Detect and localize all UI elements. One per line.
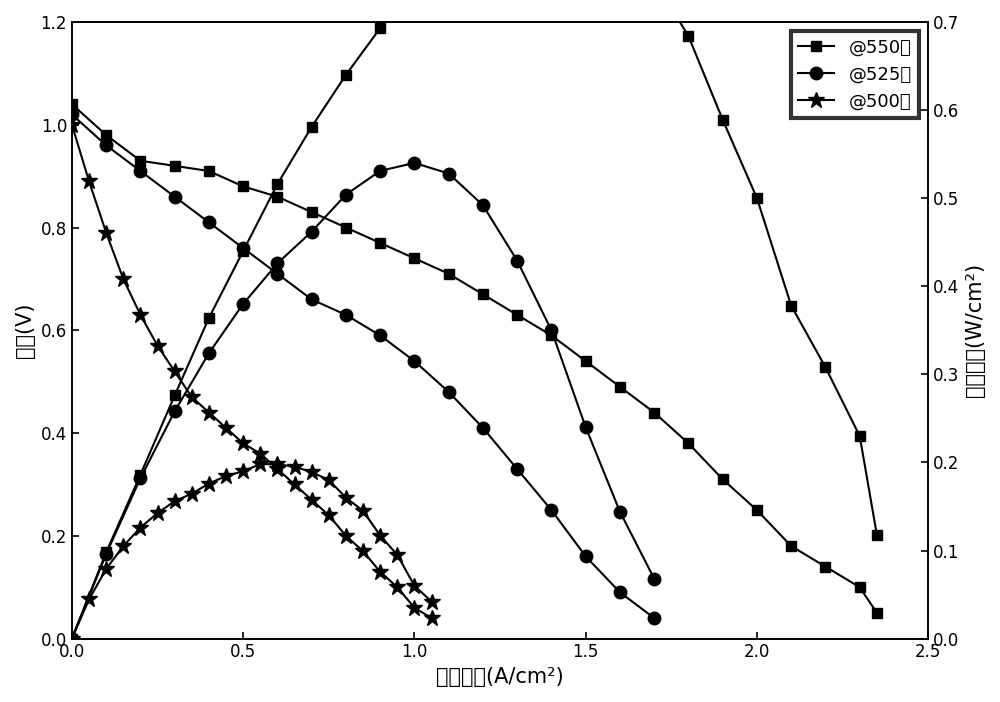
@550度 bbox=[169, 161, 181, 170]
@500度 bbox=[117, 274, 129, 283]
Line: @525度: @525度 bbox=[66, 108, 660, 624]
@550度 bbox=[237, 183, 249, 191]
@550度 bbox=[271, 192, 283, 201]
@550度 bbox=[648, 409, 660, 417]
@525度 bbox=[614, 588, 626, 597]
@550度 bbox=[785, 542, 797, 550]
@525度 bbox=[271, 270, 283, 278]
@525度 bbox=[237, 244, 249, 252]
@500度 bbox=[169, 367, 181, 376]
@525度 bbox=[374, 331, 386, 340]
@550度 bbox=[751, 506, 763, 515]
@500度 bbox=[100, 228, 112, 237]
@500度 bbox=[254, 449, 266, 458]
X-axis label: 电流密度(A/cm²): 电流密度(A/cm²) bbox=[436, 667, 564, 687]
@525度 bbox=[511, 465, 523, 473]
@525度 bbox=[545, 506, 557, 515]
@550度 bbox=[854, 583, 866, 591]
@525度 bbox=[580, 552, 592, 561]
@525度 bbox=[443, 388, 455, 396]
@550度 bbox=[203, 167, 215, 176]
@500度 bbox=[134, 311, 146, 319]
@500度 bbox=[391, 583, 403, 591]
@550度 bbox=[134, 157, 146, 165]
@500度 bbox=[340, 531, 352, 540]
@500度 bbox=[374, 568, 386, 576]
@500度 bbox=[323, 511, 335, 519]
@525度 bbox=[66, 110, 78, 119]
@500度 bbox=[152, 341, 164, 350]
@550度 bbox=[477, 290, 489, 298]
@550度 bbox=[408, 254, 420, 263]
@525度 bbox=[340, 311, 352, 319]
@525度 bbox=[134, 167, 146, 176]
@550度 bbox=[100, 131, 112, 139]
@500度 bbox=[66, 121, 78, 129]
@500度 bbox=[83, 177, 95, 185]
@525度 bbox=[408, 357, 420, 365]
@525度 bbox=[477, 424, 489, 432]
@550度 bbox=[340, 223, 352, 232]
Line: @500度: @500度 bbox=[64, 117, 440, 626]
@525度 bbox=[306, 296, 318, 304]
Y-axis label: 电压(V): 电压(V) bbox=[15, 303, 35, 358]
Line: @550度: @550度 bbox=[67, 100, 882, 618]
@500度 bbox=[426, 614, 438, 622]
@525度 bbox=[648, 614, 660, 622]
@550度 bbox=[443, 270, 455, 278]
@550度 bbox=[306, 208, 318, 216]
Y-axis label: 功率密度(W/cm²): 功率密度(W/cm²) bbox=[965, 263, 985, 397]
@500度 bbox=[357, 547, 369, 555]
Legend: @550度, @525度, @500度: @550度, @525度, @500度 bbox=[791, 31, 919, 117]
@550度 bbox=[717, 475, 729, 484]
@500度 bbox=[237, 439, 249, 448]
@500度 bbox=[186, 393, 198, 402]
@500度 bbox=[271, 465, 283, 473]
@550度 bbox=[871, 609, 883, 617]
@500度 bbox=[408, 604, 420, 612]
@550度 bbox=[614, 383, 626, 391]
@550度 bbox=[66, 100, 78, 108]
@500度 bbox=[306, 496, 318, 504]
@500度 bbox=[203, 409, 215, 417]
@550度 bbox=[580, 357, 592, 365]
@550度 bbox=[819, 562, 831, 571]
@500度 bbox=[220, 424, 232, 432]
@550度 bbox=[511, 311, 523, 319]
@550度 bbox=[545, 331, 557, 340]
@525度 bbox=[100, 141, 112, 150]
@550度 bbox=[682, 439, 694, 448]
@525度 bbox=[203, 218, 215, 227]
@525度 bbox=[169, 192, 181, 201]
@550度 bbox=[374, 239, 386, 247]
@500度 bbox=[289, 480, 301, 489]
